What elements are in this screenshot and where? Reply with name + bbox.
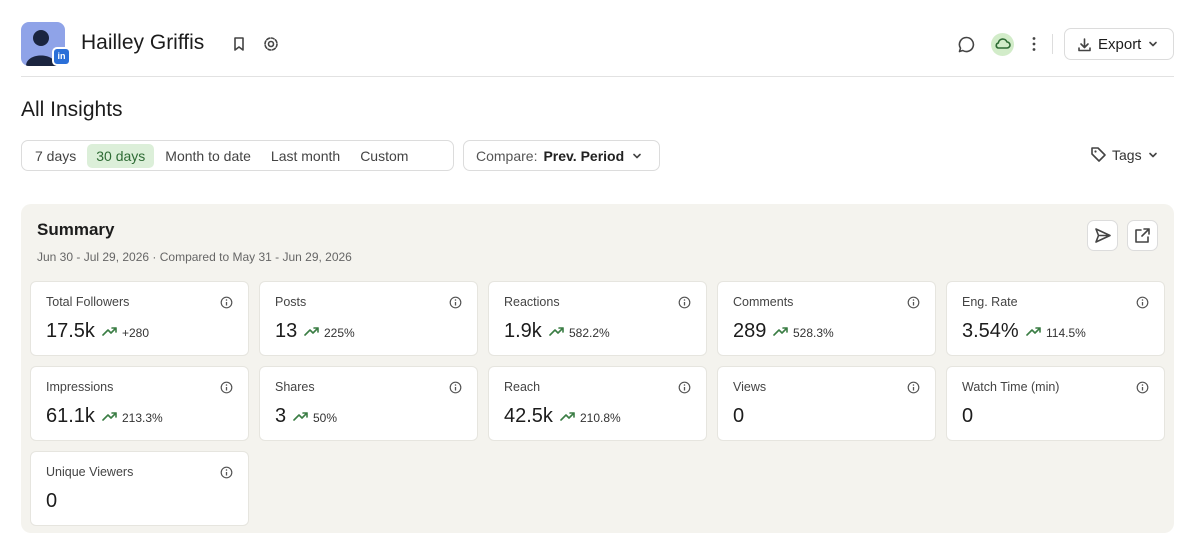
metric-label: Reactions <box>504 295 560 309</box>
metric-value: 61.1k <box>46 405 95 427</box>
chat-icon[interactable] <box>958 36 975 53</box>
more-menu[interactable] <box>1030 36 1038 52</box>
info-icon[interactable] <box>907 381 920 399</box>
header-rule <box>21 76 1174 77</box>
trend-icon <box>773 325 789 340</box>
metric-change: 528.3% <box>773 325 834 340</box>
page-title: All Insights <box>21 98 123 121</box>
metric-value: 3 <box>275 405 287 427</box>
bookmark-icon[interactable] <box>231 36 247 52</box>
metric-change: 213.3% <box>102 410 163 425</box>
trend-icon <box>1026 325 1042 340</box>
change-text: 114.5% <box>1046 325 1086 340</box>
export-label: Export <box>1098 35 1142 53</box>
change-text: +280 <box>122 325 150 340</box>
metric-label: Reach <box>504 380 541 394</box>
tags-label: Tags <box>1112 146 1142 163</box>
metric-value: 13 <box>275 320 298 342</box>
metric-change: 114.5% <box>1026 325 1086 340</box>
trend-icon <box>293 410 309 425</box>
info-icon[interactable] <box>220 296 233 314</box>
metric-value: 17.5k <box>46 320 95 342</box>
tags-dropdown[interactable]: Tags <box>1090 146 1159 163</box>
change-text: 528.3% <box>793 325 834 340</box>
metric-value: 3.54% <box>962 320 1019 342</box>
change-text: 50% <box>313 410 338 425</box>
period-option[interactable]: Month to date <box>165 147 251 164</box>
metric-label: Eng. Rate <box>962 295 1018 309</box>
metric-change: 225% <box>304 325 355 340</box>
info-icon[interactable] <box>220 466 233 484</box>
sync-status[interactable] <box>991 33 1014 56</box>
metric-value: 0 <box>962 405 974 427</box>
metric-card: Reach 42.5k 210.8% <box>488 366 707 441</box>
metric-value: 289 <box>733 320 767 342</box>
trend-icon <box>304 325 320 340</box>
metric-label: Total Followers <box>46 295 130 309</box>
profile-name: Hailley Griffis <box>81 31 205 54</box>
metric-label: Shares <box>275 380 315 394</box>
period-option[interactable]: Last month <box>270 147 341 164</box>
metric-card: Eng. Rate 3.54% 114.5% <box>946 281 1165 356</box>
metric-card: Reactions 1.9k 582.2% <box>488 281 707 356</box>
metric-card: Total Followers 17.5k +280 <box>30 281 249 356</box>
open-external-button[interactable] <box>1127 220 1158 251</box>
metric-label: Impressions <box>46 380 114 394</box>
linkedin-badge: in <box>52 47 71 66</box>
compare-value: Prev. Period <box>543 147 625 164</box>
metric-label: Views <box>733 380 767 394</box>
metric-value: 0 <box>46 490 58 512</box>
metric-card: Views 0 <box>717 366 936 441</box>
metric-change: +280 <box>102 325 149 340</box>
period-selector: 7 days 30 days Month to date Last month Cust… <box>21 140 454 171</box>
metric-card: Shares 3 50% <box>259 366 478 441</box>
change-text: 210.8% <box>580 410 621 425</box>
metric-change: 210.8% <box>560 410 621 425</box>
metric-label: Posts <box>275 295 307 309</box>
info-icon[interactable] <box>1136 296 1149 314</box>
period-option[interactable]: 7 days <box>35 147 77 164</box>
metric-card: Comments 289 528.3% <box>717 281 936 356</box>
summary-title: Summary <box>37 220 115 239</box>
export-button[interactable]: Export <box>1064 28 1174 60</box>
change-text: 582.2% <box>569 325 610 340</box>
info-icon[interactable] <box>220 381 233 399</box>
info-icon[interactable] <box>1136 381 1149 399</box>
divider <box>1052 34 1053 54</box>
trend-icon <box>549 325 565 340</box>
info-icon[interactable] <box>678 381 691 399</box>
change-text: 213.3% <box>122 410 163 425</box>
period-option[interactable]: Custom <box>360 147 409 164</box>
metric-change: 582.2% <box>549 325 610 340</box>
metric-change: 50% <box>293 410 337 425</box>
compare-label: Compare: <box>476 147 538 164</box>
period-option[interactable]: 30 days <box>87 143 155 168</box>
settings-icon[interactable] <box>263 36 279 52</box>
metric-value: 1.9k <box>504 320 542 342</box>
metric-value: 42.5k <box>504 405 553 427</box>
info-icon[interactable] <box>907 296 920 314</box>
metric-label: Watch Time (min) <box>962 380 1060 394</box>
metric-card: Unique Viewers 0 <box>30 451 249 526</box>
change-text: 225% <box>324 325 355 340</box>
avatar <box>21 22 65 66</box>
info-icon[interactable] <box>678 296 691 314</box>
compare-dropdown[interactable]: Compare: Prev. Period <box>463 140 660 171</box>
metric-card: Impressions 61.1k 213.3% <box>30 366 249 441</box>
metric-value: 0 <box>733 405 745 427</box>
metric-card: Posts 13 225% <box>259 281 478 356</box>
trend-icon <box>102 410 118 425</box>
trend-icon <box>560 410 576 425</box>
metric-card: Watch Time (min) 0 <box>946 366 1165 441</box>
info-icon[interactable] <box>449 381 462 399</box>
share-button[interactable] <box>1087 220 1118 251</box>
info-icon[interactable] <box>449 296 462 314</box>
metric-label: Unique Viewers <box>46 465 134 479</box>
trend-icon <box>102 325 118 340</box>
date-range: Jun 30 - Jul 29, 2026 · Compared to May … <box>37 250 352 264</box>
metric-label: Comments <box>733 295 794 309</box>
